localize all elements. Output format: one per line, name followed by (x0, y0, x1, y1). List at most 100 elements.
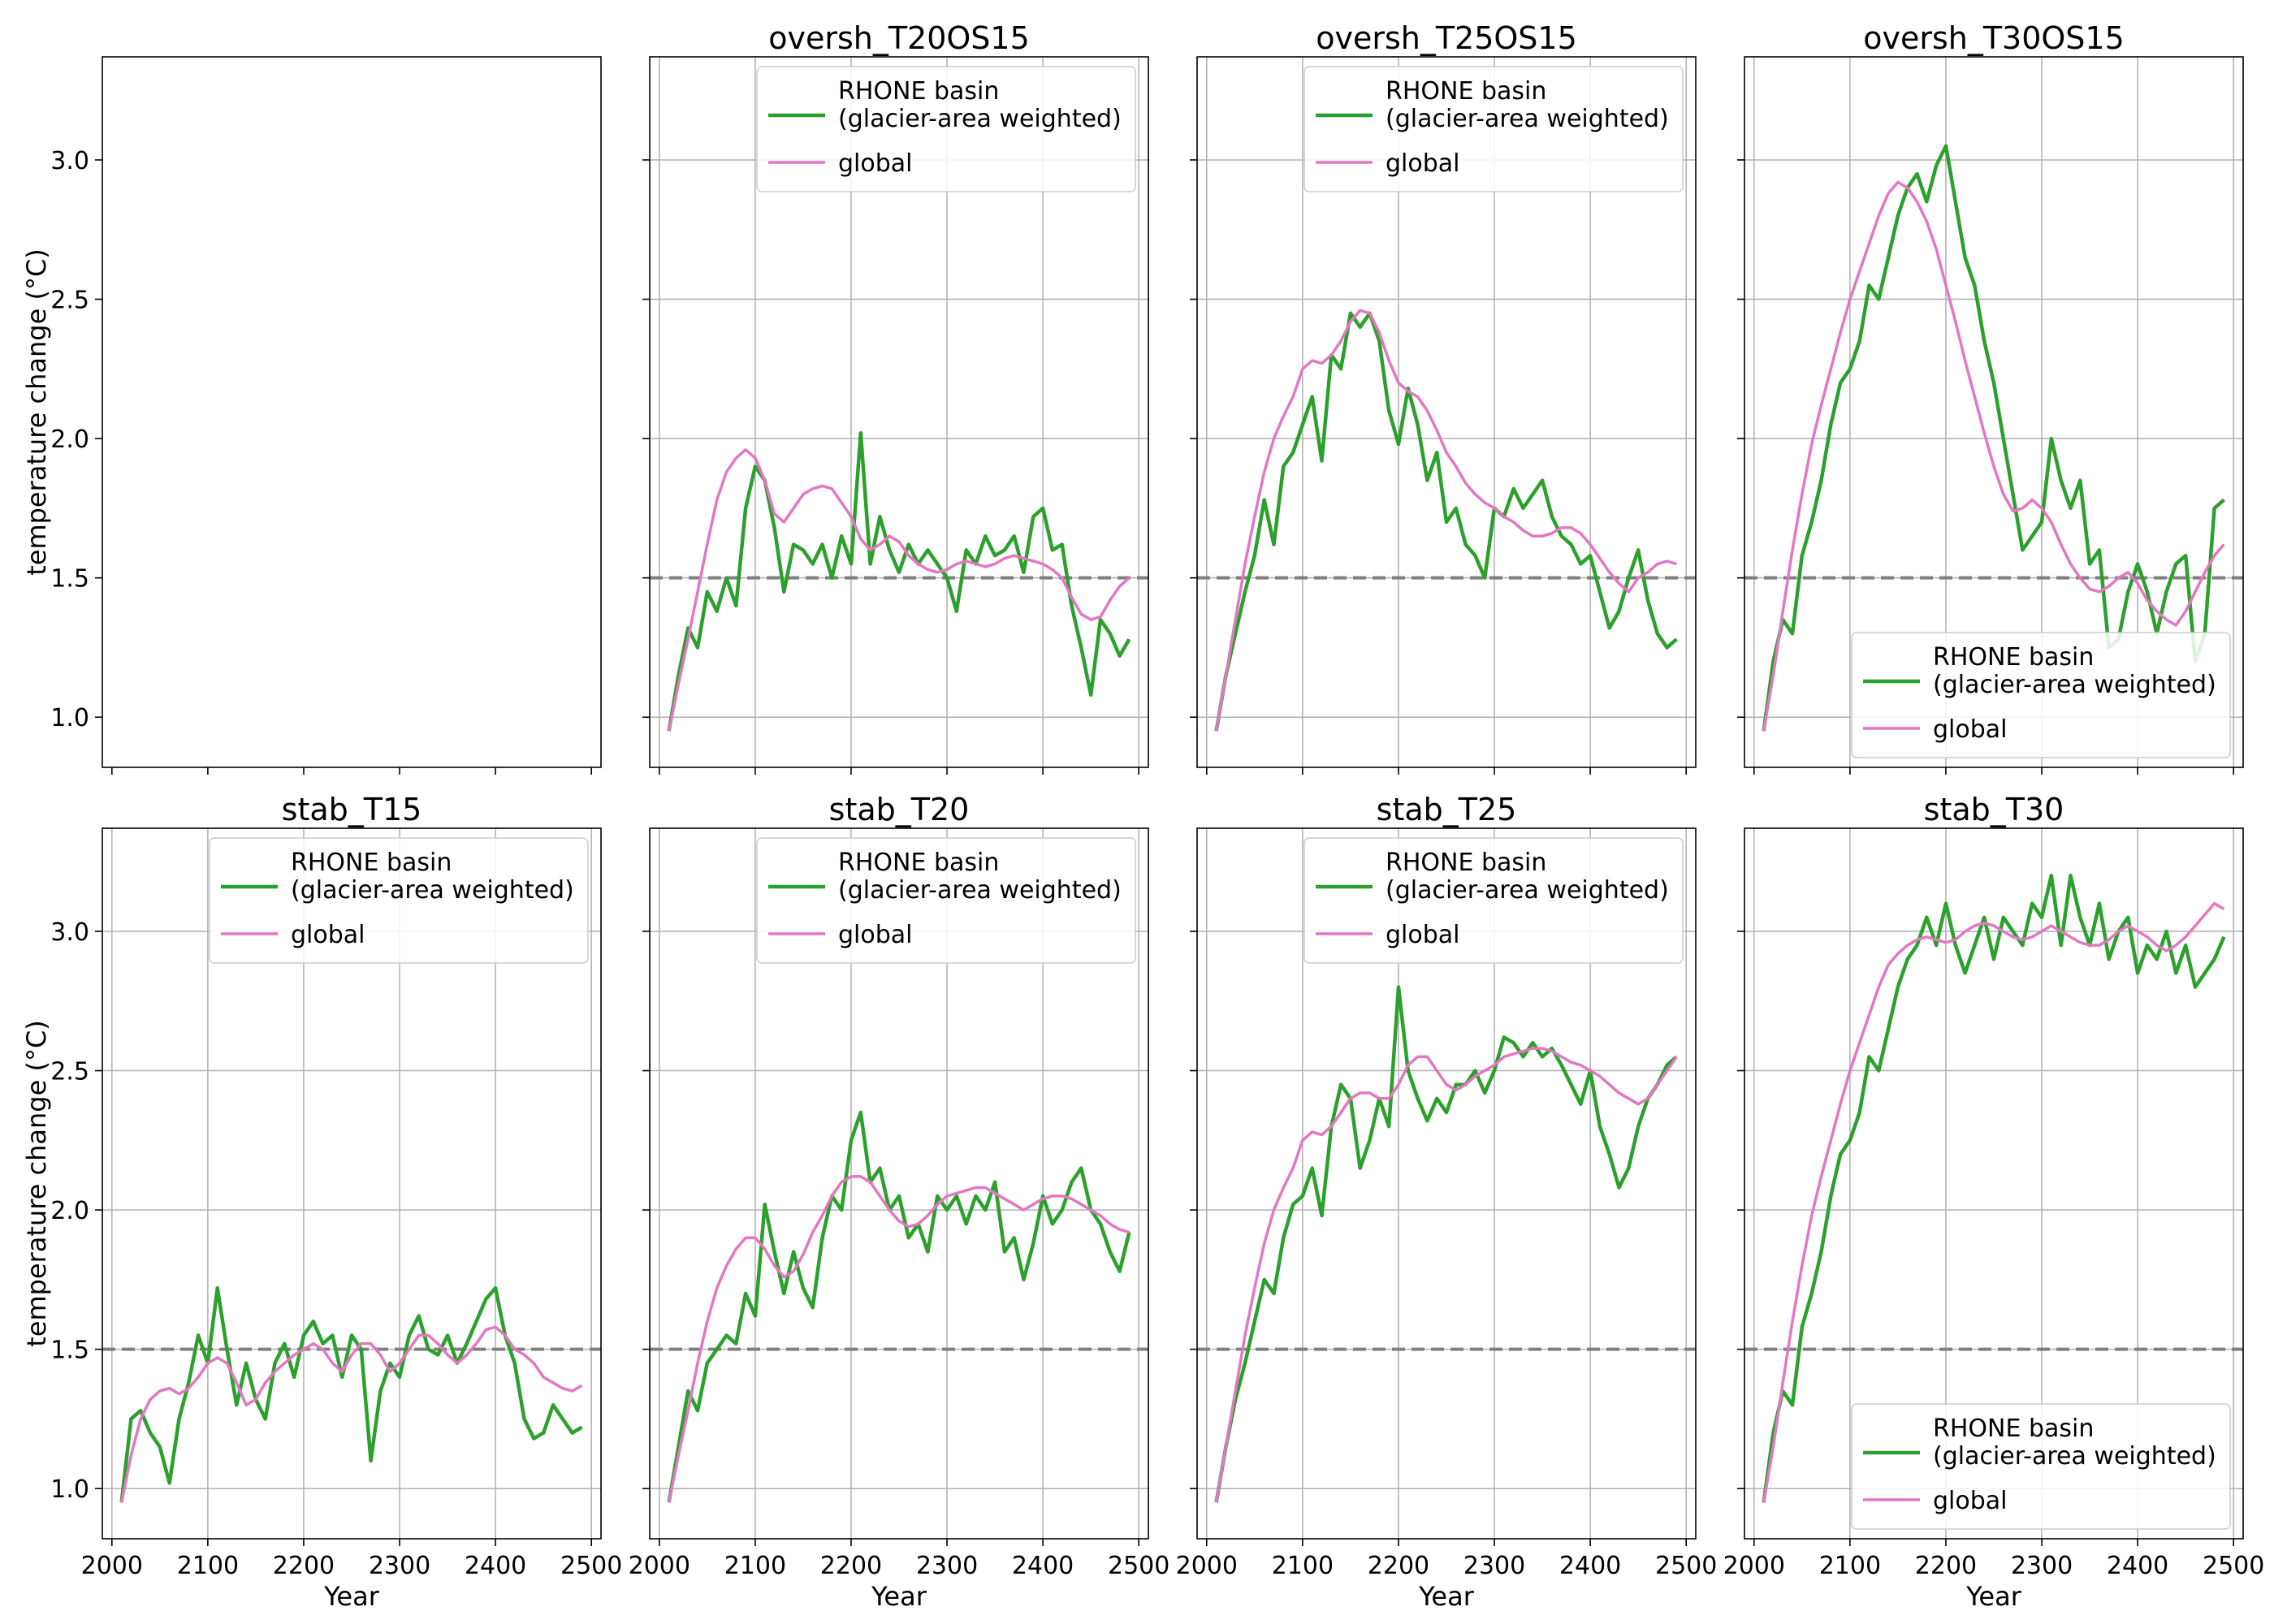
x-tick-label: 2100 (1819, 1552, 1881, 1580)
legend-label-global: global (1933, 1487, 2008, 1515)
legend-box (756, 837, 1136, 964)
x-tick-label: 2200 (273, 1552, 335, 1580)
legend: RHONE basin(glacier-area weighted) global (1851, 1403, 2231, 1530)
y-tick-label: 2.5 (50, 287, 89, 315)
legend-label-basin-note: (glacier-area weighted) (1933, 671, 2216, 699)
x-tick-label: 2000 (629, 1552, 690, 1580)
x-tick-label: 2100 (724, 1552, 786, 1580)
panel-title: oversh_T25OS15 (1316, 20, 1577, 56)
x-tick-label: 2400 (2107, 1552, 2168, 1580)
legend-label-basin-note: (glacier-area weighted) (1386, 876, 1669, 905)
series-line-basin (667, 1110, 1131, 1503)
y-tick-label: 1.5 (50, 1337, 89, 1365)
x-tick-label: 2400 (465, 1552, 526, 1580)
y-tick-label: 3.0 (50, 918, 89, 947)
x-tick-label: 2400 (1559, 1552, 1621, 1580)
legend-label-global: global (1386, 921, 1460, 949)
legend-box (1851, 632, 2231, 758)
panel-8: 2000 2100 2200 2300 2400 2500 Year stab_T30 RHON… (1723, 792, 2265, 1612)
legend: RHONE basin(glacier-area weighted) global (1851, 632, 2231, 758)
panel-5: 2000 2100 2200 2300 2400 2500 Year 1.0 1.5 2.0 2.5… (21, 792, 622, 1612)
x-tick-label: 2200 (1368, 1552, 1429, 1580)
x-axis-label: Year (1965, 1581, 2022, 1612)
axes-frame (649, 56, 1149, 768)
x-axis-label: Year (1418, 1581, 1475, 1612)
y-axis-label: temperature change (°C) (21, 1020, 52, 1347)
legend-label-basin-note: (glacier-area weighted) (291, 876, 574, 905)
legend-box (756, 66, 1136, 192)
x-tick-label: 2300 (369, 1552, 430, 1580)
x-tick-label: 2200 (1915, 1552, 1977, 1580)
series-line-global (667, 1175, 1130, 1503)
y-tick-label: 2.0 (50, 1197, 89, 1225)
series-line-basin (1214, 311, 1678, 732)
x-tick-label: 2100 (1272, 1552, 1334, 1580)
series-line-global (119, 1325, 583, 1503)
legend: RHONE basin(glacier-area weighted) global (756, 837, 1136, 964)
panel-6: 2000 2100 2200 2300 2400 2500 Year stab_T20 RHON… (629, 792, 1170, 1612)
axes-frame (1744, 827, 2244, 1540)
x-tick-label: 2500 (2203, 1552, 2264, 1580)
series-line-global (1214, 309, 1677, 732)
legend-label-basin-note: (glacier-area weighted) (838, 105, 1122, 133)
legend: RHONE basin(glacier-area weighted) global (1303, 837, 1684, 964)
x-tick-label: 2500 (1108, 1552, 1169, 1580)
y-tick-label: 2.0 (50, 425, 89, 454)
legend-box (209, 837, 589, 964)
panel-7: 2000 2100 2200 2300 2400 2500 Year stab_T25 RHON… (1176, 792, 1718, 1612)
series-line-global (1762, 180, 2225, 732)
x-tick-label: 2000 (1723, 1552, 1785, 1580)
legend-box (1303, 837, 1684, 964)
y-axis-label: temperature change (°C) (21, 248, 52, 576)
panel-title: oversh_T30OS15 (1863, 20, 2125, 56)
x-tick-label: 2500 (560, 1552, 622, 1580)
series-line-basin (1762, 144, 2225, 732)
series-line-global (1762, 901, 2225, 1503)
plot-series-group (1744, 874, 2243, 1503)
panel-2: oversh_T20OS15 RHONE basin(glacier-area w… (642, 20, 1149, 775)
legend: RHONE basin(glacier-area weighted) global (209, 837, 589, 964)
series-line-basin (1762, 874, 2226, 1503)
axes-frame (102, 56, 602, 768)
series-line-global (1214, 1047, 1678, 1503)
panel-4: oversh_T30OS15 RHONE basin(glacier-area w… (1737, 20, 2244, 775)
legend-label-basin-note: (glacier-area weighted) (1933, 1442, 2216, 1471)
legend: RHONE basin(glacier-area weighted) global (756, 66, 1136, 192)
axes-frame (1196, 827, 1697, 1540)
x-axis-label: Year (871, 1581, 927, 1612)
x-tick-label: 2400 (1012, 1552, 1074, 1580)
y-tick-label: 3.0 (50, 147, 89, 175)
panel-1: 1.0 1.5 2.0 2.5 3.0 temperature change (°C) (21, 56, 602, 775)
legend-label-basin-note: (glacier-area weighted) (838, 876, 1122, 905)
plot-series-group (1197, 985, 1696, 1503)
legend-label-global: global (838, 149, 913, 178)
axes-frame (649, 827, 1149, 1540)
panel-3: oversh_T25OS15 RHONE basin(glacier-area w… (1190, 20, 1697, 775)
x-tick-label: 2000 (1176, 1552, 1238, 1580)
plot-area (102, 57, 601, 767)
series-line-basin (667, 430, 1131, 732)
plot-series-group (102, 1285, 601, 1503)
legend-label-basin: RHONE basin (1933, 643, 2094, 672)
y-tick-label: 1.0 (50, 704, 89, 732)
axes-frame (1744, 56, 2244, 768)
legend-label-basin: RHONE basin (838, 77, 999, 106)
legend-label-basin: RHONE basin (1933, 1415, 2094, 1443)
plot-series-group (1197, 309, 1696, 732)
plot-series-group (1744, 144, 2243, 732)
legend-box (1851, 1403, 2231, 1530)
plot-series-group (650, 430, 1148, 732)
legend-label-global: global (1933, 715, 2008, 744)
legend-box (1303, 66, 1684, 192)
panel-title: stab_T30 (1924, 792, 2064, 827)
legend-label-basin: RHONE basin (838, 849, 999, 877)
x-tick-label: 2300 (2011, 1552, 2073, 1580)
y-tick-label: 2.5 (50, 1058, 89, 1086)
series-line-global (667, 448, 1131, 732)
x-tick-label: 2200 (820, 1552, 882, 1580)
legend-label-global: global (838, 921, 913, 949)
legend-label-basin-note: (glacier-area weighted) (1386, 105, 1669, 133)
series-line-basin (1214, 985, 1678, 1503)
legend: RHONE basin(glacier-area weighted) global (1303, 66, 1684, 192)
